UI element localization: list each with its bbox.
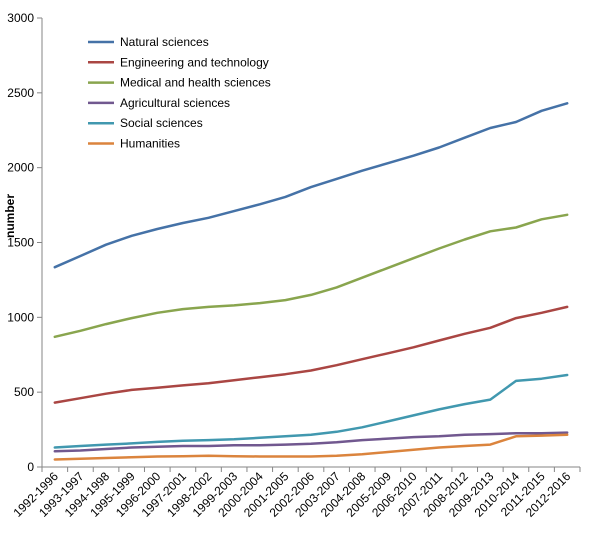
series-line-natural-sciences	[53, 102, 569, 269]
series-line-agricultural-sciences	[53, 431, 569, 453]
y-tick-label: 0	[27, 460, 34, 474]
legend-label: Engineering and technology	[120, 55, 269, 69]
legend-label: Natural sciences	[120, 35, 209, 49]
series-line-medical-and-health-sciences	[53, 213, 569, 339]
legend-label: Social sciences	[120, 116, 203, 130]
series-lines	[53, 102, 569, 461]
legend: Natural sciences Engineering and technolo…	[88, 35, 271, 151]
series-line-engineering-and-technology	[53, 305, 569, 404]
y-tick-label: 500	[14, 385, 34, 399]
legend-label: Agricultural sciences	[120, 96, 230, 110]
y-tick-label: 1500	[7, 236, 34, 250]
series-line-social-sciences	[53, 373, 569, 449]
y-axis-title: number	[3, 194, 17, 238]
y-tick-label: 1000	[7, 310, 34, 324]
series-line-humanities	[53, 433, 569, 461]
y-tick-label: 2500	[7, 86, 34, 100]
y-tick-label: 2000	[7, 161, 34, 175]
legend-label: Medical and health sciences	[120, 76, 271, 90]
legend-label: Humanities	[120, 137, 180, 151]
y-tick-label: 3000	[7, 11, 34, 25]
